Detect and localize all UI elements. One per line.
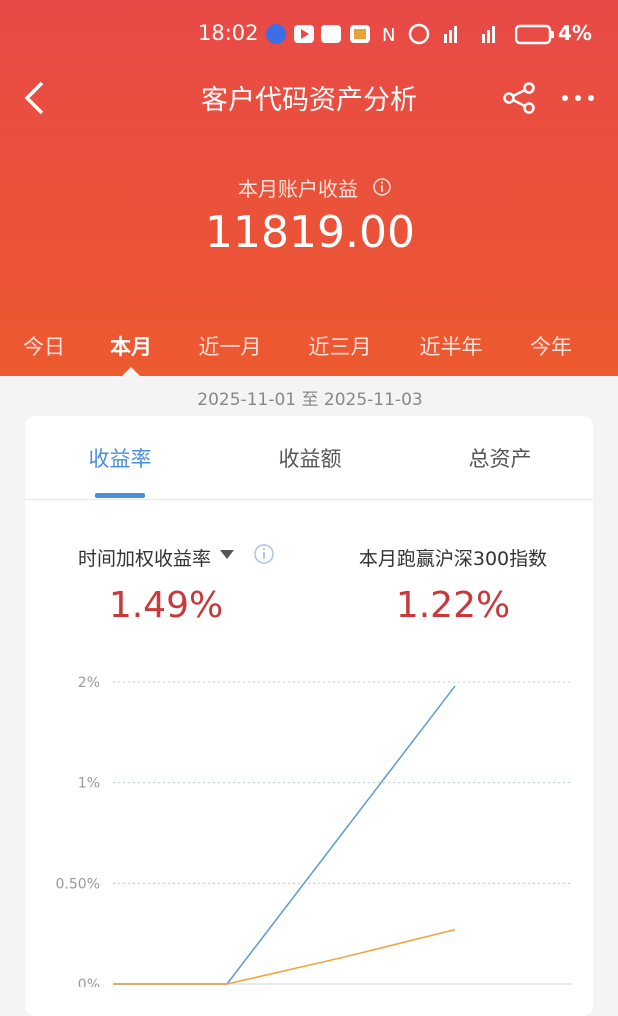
metric-tab[interactable]: 总资产 [468, 447, 532, 471]
y-tick-label: 0.50% [56, 876, 100, 892]
info-icon[interactable] [253, 543, 275, 565]
metric-value: 1.49% [108, 585, 224, 626]
series-line [113, 685, 456, 985]
header-bg [0, 0, 618, 376]
period-tab[interactable]: 今日 [23, 335, 65, 359]
card [25, 416, 593, 1016]
metric-label: 本月跑赢沪深300指数 [358, 548, 548, 570]
more-button[interactable] [560, 92, 596, 104]
series-line [113, 928, 456, 985]
summary-value: 11819.00 [205, 207, 415, 258]
page-title: 客户代码资产分析 [201, 85, 417, 116]
period-tab[interactable]: 本月 [110, 335, 152, 359]
y-tick-label: 2% [78, 675, 100, 691]
summary-label: 本月账户收益 [238, 177, 358, 201]
y-tick-label: 1% [78, 776, 100, 792]
status-time: 18:02 [198, 21, 259, 45]
battery-icon [515, 24, 554, 45]
battery-level: 4% [558, 21, 592, 45]
info-icon[interactable] [372, 177, 392, 197]
divider [25, 499, 593, 500]
back-button[interactable] [20, 80, 50, 116]
share-button[interactable] [502, 82, 538, 114]
metric-value: 1.22% [395, 585, 511, 626]
period-tab[interactable]: 近半年 [419, 335, 483, 359]
metric-tab[interactable]: 收益率 [88, 447, 152, 471]
tab-pointer [122, 367, 140, 376]
status-icons: N [266, 23, 495, 46]
period-tab[interactable]: 近一月 [198, 335, 262, 359]
y-tick-label: 0% [78, 977, 100, 987]
metric-tab[interactable]: 收益额 [278, 447, 342, 471]
chart: 0% 0.50% 1% 2% [56, 675, 572, 987]
period-tab[interactable]: 今年 [530, 335, 572, 359]
date-range: 2025-11-01 至 2025-11-03 [197, 390, 423, 410]
svg-text:N: N [382, 25, 395, 46]
metric-label: 时间加权收益率 [78, 548, 212, 570]
tab-underline [95, 493, 145, 498]
period-tab[interactable]: 近三月 [308, 335, 372, 359]
dropdown-icon[interactable] [219, 548, 235, 560]
